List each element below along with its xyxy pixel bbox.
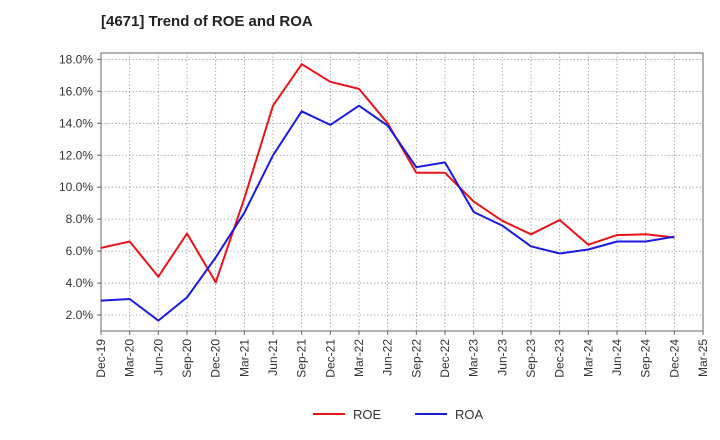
x-tick-label: Sep-20 [180, 339, 194, 378]
x-tick-label: Sep-21 [295, 339, 309, 378]
x-tick-label: Jun-22 [381, 339, 395, 376]
x-tick-label: Dec-24 [667, 339, 681, 378]
x-tick-label: Sep-24 [639, 339, 653, 378]
series-line-roe [100, 63, 675, 284]
legend-label-roe: ROE [353, 407, 382, 422]
plot-area [100, 52, 704, 332]
series-line-roa [100, 104, 675, 322]
x-tick-label: Mar-20 [123, 339, 137, 377]
x-tick-label: Dec-19 [94, 339, 108, 378]
x-tick-label: Jun-24 [610, 339, 624, 376]
chart-title: [4671] Trend of ROE and ROA [101, 13, 313, 30]
y-tick-label: 2.0% [66, 308, 94, 322]
x-tick-label: Dec-21 [323, 339, 337, 378]
x-tick-label: Jun-23 [495, 339, 509, 376]
x-tick-label: Mar-21 [237, 339, 251, 377]
y-tick-label: 18.0% [59, 52, 93, 66]
x-tick-label: Mar-23 [467, 339, 481, 377]
x-tick-label: Dec-23 [553, 339, 567, 378]
y-tick-label: 8.0% [66, 212, 94, 226]
x-tick-label: Dec-20 [209, 339, 223, 378]
y-tick-label: 6.0% [66, 244, 94, 258]
x-tick-label: Mar-22 [352, 339, 366, 377]
x-tick-label: Jun-21 [266, 339, 280, 376]
x-tick-label: Sep-23 [524, 339, 538, 378]
y-tick-label: 16.0% [59, 84, 93, 98]
x-tick-label: Sep-22 [409, 339, 423, 378]
legend-label-roa: ROA [455, 407, 484, 422]
y-tick-label: 10.0% [59, 180, 93, 194]
x-tick-label: Dec-22 [438, 339, 452, 378]
y-tick-label: 14.0% [59, 116, 93, 130]
x-tick-label: Jun-20 [151, 339, 165, 376]
x-tick-label: Mar-25 [696, 339, 710, 377]
x-tick-label: Mar-24 [581, 339, 595, 377]
y-tick-label: 12.0% [59, 148, 93, 162]
y-tick-label: 4.0% [66, 276, 94, 290]
